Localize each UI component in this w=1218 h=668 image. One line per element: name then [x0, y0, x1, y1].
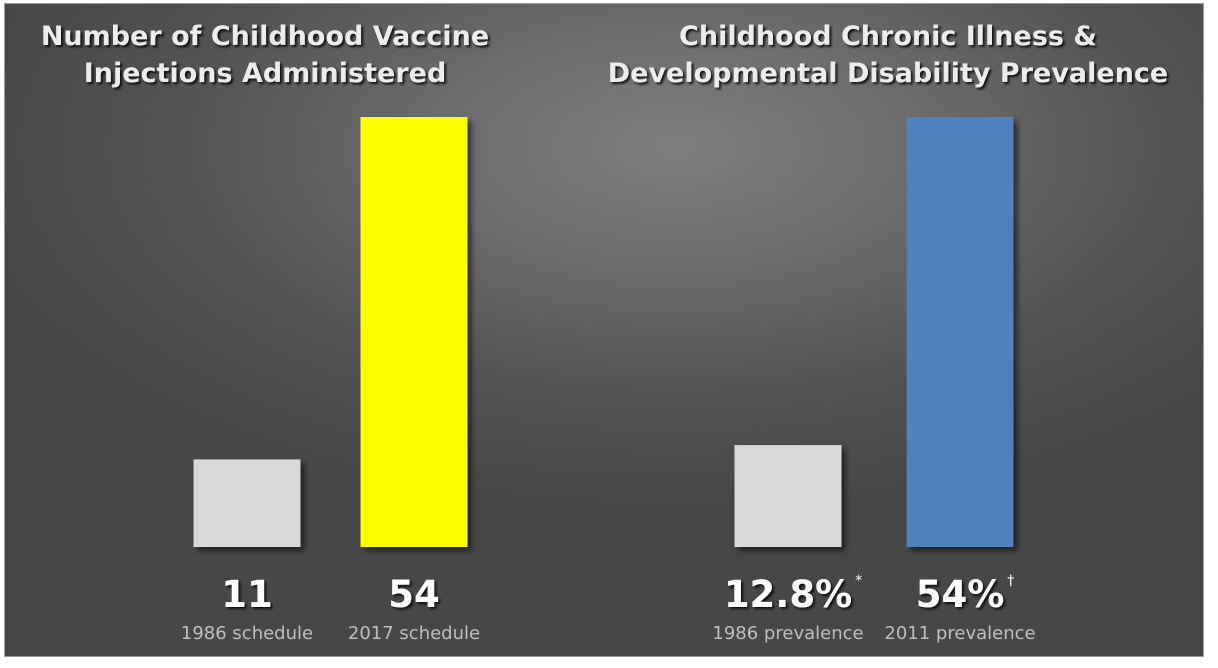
left-bar-1	[193, 459, 301, 547]
right-value-footnote-mark-1: *	[855, 573, 862, 589]
right-category-label-1: 1986 prevalence	[712, 623, 863, 644]
chart-slide: Number of Childhood Vaccine Injections A…	[4, 3, 1204, 657]
right-chart-title: Childhood Chronic Illness & Developmenta…	[573, 18, 1203, 92]
right-value-label-1: 12.8%	[724, 573, 852, 616]
right-chart-title-line-2: Developmental Disability Prevalence	[607, 58, 1169, 89]
right-value-label-2: 54%	[916, 573, 1005, 616]
right-bar-1	[734, 445, 842, 547]
left-chart-title: Number of Childhood Vaccine Injections A…	[5, 18, 525, 92]
left-chart-title-line-2: Injections Administered	[83, 58, 447, 89]
left-bar-2	[360, 117, 468, 547]
bar-charts: 11 1986 schedule 54 2017 schedule 12.8% * 1986…	[181, 117, 1036, 644]
right-value-footnote-mark-2: †	[1007, 573, 1014, 589]
left-chart-title-line-1: Number of Childhood Vaccine	[40, 21, 490, 52]
left-category-label-1: 1986 schedule	[181, 623, 313, 644]
left-category-label-2: 2017 schedule	[348, 623, 480, 644]
left-value-label-2: 54	[388, 573, 440, 616]
right-bar-2	[906, 117, 1014, 547]
right-category-label-2: 2011 prevalence	[884, 623, 1035, 644]
right-chart-title-line-1: Childhood Chronic Illness &	[679, 21, 1097, 52]
left-value-label-1: 11	[221, 573, 273, 616]
